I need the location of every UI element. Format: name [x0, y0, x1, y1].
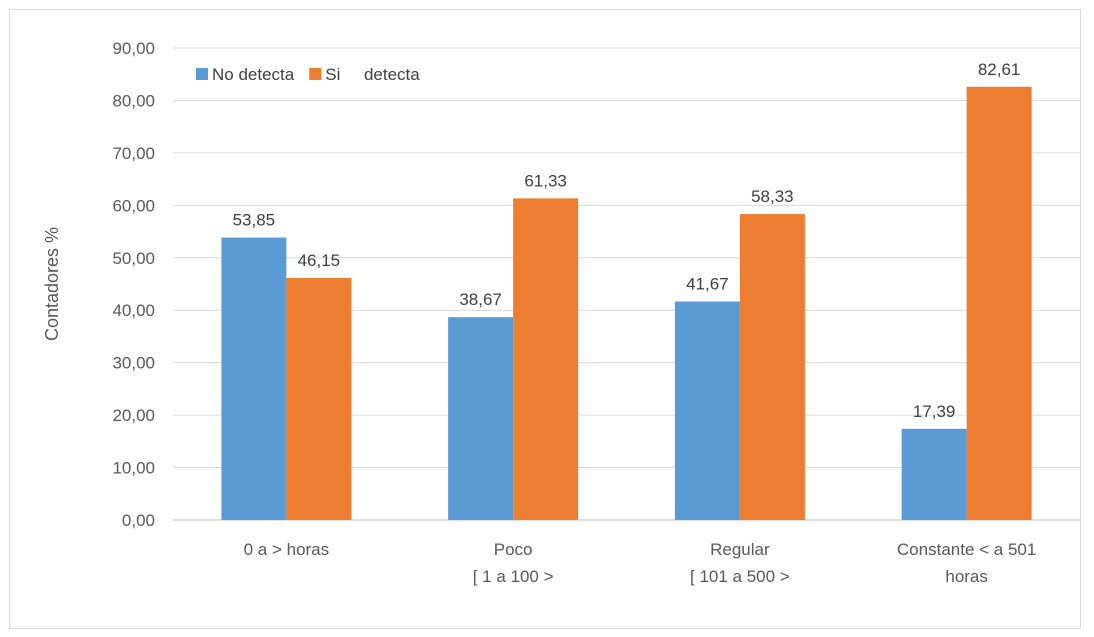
- x-tick-label: Constante < a 501: [897, 540, 1036, 559]
- data-label: 82,61: [978, 60, 1021, 79]
- y-tick-label: 90,00: [112, 39, 155, 58]
- y-tick-label: 80,00: [112, 91, 155, 110]
- bar: [448, 317, 514, 520]
- bars: [221, 86, 1032, 521]
- x-tick-label: [ 1 a 100 >: [473, 567, 554, 586]
- y-tick-label: 20,00: [112, 406, 155, 425]
- y-tick-label: 10,00: [112, 459, 155, 478]
- legend: No detecta Si detecta: [196, 65, 420, 84]
- data-label: 38,67: [459, 290, 502, 309]
- x-tick-label: Poco: [494, 540, 533, 559]
- bar: [901, 428, 967, 520]
- x-tick-label: horas: [945, 567, 988, 586]
- y-tick-label: 70,00: [112, 144, 155, 163]
- legend-swatch: [196, 68, 208, 80]
- y-tick-label: 30,00: [112, 354, 155, 373]
- data-label: 53,85: [233, 211, 276, 230]
- bar: [966, 86, 1032, 521]
- data-label: 46,15: [298, 251, 341, 270]
- data-label: 17,39: [913, 402, 956, 421]
- y-tick-label: 0,00: [122, 511, 155, 530]
- x-tick-label: [ 101 a 500 >: [690, 567, 790, 586]
- y-axis-label: Contadores %: [42, 227, 62, 341]
- data-label: 58,33: [751, 187, 794, 206]
- y-tick-label: 60,00: [112, 196, 155, 215]
- bar: [674, 301, 740, 520]
- legend-swatch: [309, 68, 322, 80]
- y-tick-label: 50,00: [112, 249, 155, 268]
- y-tick-label: 40,00: [112, 301, 155, 320]
- data-label: 61,33: [524, 171, 567, 190]
- chart-frame: 0,00 10,00 20,00 30,00 40,00 50,00 60,00 70,00 8…: [9, 9, 1081, 629]
- data-labels: 53,85 46,15 38,67 61,33 41,67 58,33 17,39 82,61: [233, 60, 1021, 421]
- x-tick-label: Regular: [710, 540, 770, 559]
- legend-label: No detecta: [212, 65, 295, 84]
- legend-label: Si detecta: [325, 65, 420, 84]
- y-axis-ticks: 0,00 10,00 20,00 30,00 40,00 50,00 60,00 70,00 8…: [112, 39, 155, 530]
- x-tick-label: 0 a > horas: [244, 540, 330, 559]
- bar: [286, 277, 352, 520]
- bar: [739, 214, 805, 520]
- bar-chart: 0,00 10,00 20,00 30,00 40,00 50,00 60,00 70,00 8…: [42, 39, 1080, 586]
- bar: [513, 198, 579, 520]
- x-axis-ticks: 0 a > horas Poco [ 1 a 100 > Regular [ 101 a…: [244, 540, 1037, 586]
- data-label: 41,67: [686, 274, 729, 293]
- bar: [221, 237, 287, 520]
